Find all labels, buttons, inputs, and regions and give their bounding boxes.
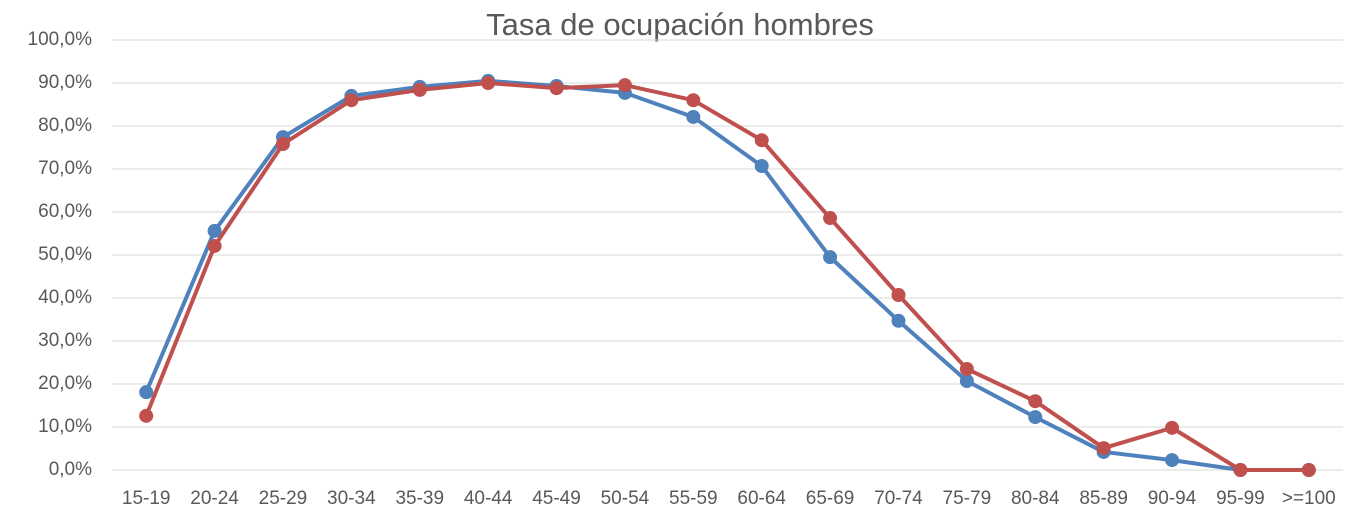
series-line [144, 81, 1309, 472]
x-tick-label: 95-99 [1216, 488, 1265, 509]
x-tick-label: >=100 [1282, 488, 1336, 509]
x-tick-label: 15-19 [122, 488, 171, 509]
y-tick-label: 60,0% [38, 201, 92, 222]
x-tick-label: 55-59 [669, 488, 718, 509]
point-marker [617, 78, 632, 93]
point-marker [959, 361, 974, 376]
point-marker [686, 93, 701, 108]
x-tick-label: 85-89 [1079, 488, 1128, 509]
point-marker [344, 93, 359, 108]
x-tick-label: 65-69 [806, 488, 855, 509]
x-tick-label: 80-84 [1011, 488, 1060, 509]
chart-title: Tasa de ocupación hombres [486, 7, 874, 42]
x-tick-label: 40-44 [464, 488, 513, 509]
point-marker [139, 408, 154, 423]
x-tick-label: 60-64 [737, 488, 786, 509]
y-tick-label: 30,0% [38, 330, 92, 351]
y-tick-label: 80,0% [38, 115, 92, 136]
point-marker [823, 250, 838, 265]
point-marker [1301, 463, 1316, 477]
x-tick-label: 25-29 [259, 488, 308, 509]
y-tick-label: 20,0% [38, 373, 92, 394]
y-tick-label: 10,0% [38, 416, 92, 437]
point-marker [275, 137, 290, 152]
point-marker [1165, 453, 1180, 468]
y-tick-label: 100,0% [28, 29, 93, 50]
point-marker [1165, 420, 1180, 435]
x-tick-label: 75-79 [943, 488, 992, 509]
point-marker [412, 82, 427, 97]
y-tick-label: 70,0% [38, 158, 92, 179]
point-marker [686, 109, 701, 124]
point-marker [754, 133, 769, 148]
point-marker [549, 81, 564, 96]
x-tick-label: 35-39 [395, 488, 444, 509]
y-tick-label: 50,0% [38, 244, 92, 265]
point-marker [754, 158, 769, 173]
point-marker [1233, 463, 1248, 477]
x-tick-label: 20-24 [190, 488, 239, 509]
x-tick-label: 30-34 [327, 488, 376, 509]
point-marker [891, 287, 906, 302]
point-marker [481, 76, 496, 90]
point-marker [1028, 394, 1043, 409]
point-marker [207, 223, 222, 238]
point-marker [139, 385, 154, 400]
x-tick-label: 70-74 [874, 488, 923, 509]
x-tick-label: 45-49 [532, 488, 581, 509]
point-marker [891, 313, 906, 328]
y-tick-label: 90,0% [38, 72, 92, 93]
y-tick-label: 0,0% [49, 459, 92, 480]
point-marker [823, 211, 838, 226]
series-line [144, 78, 1309, 472]
point-marker [1096, 441, 1111, 456]
x-tick-label: 90-94 [1148, 488, 1197, 509]
point-marker [1028, 410, 1043, 425]
y-tick-label: 40,0% [38, 287, 92, 308]
point-marker [959, 373, 974, 388]
point-marker [207, 238, 222, 253]
x-tick-label: 50-54 [601, 488, 650, 509]
